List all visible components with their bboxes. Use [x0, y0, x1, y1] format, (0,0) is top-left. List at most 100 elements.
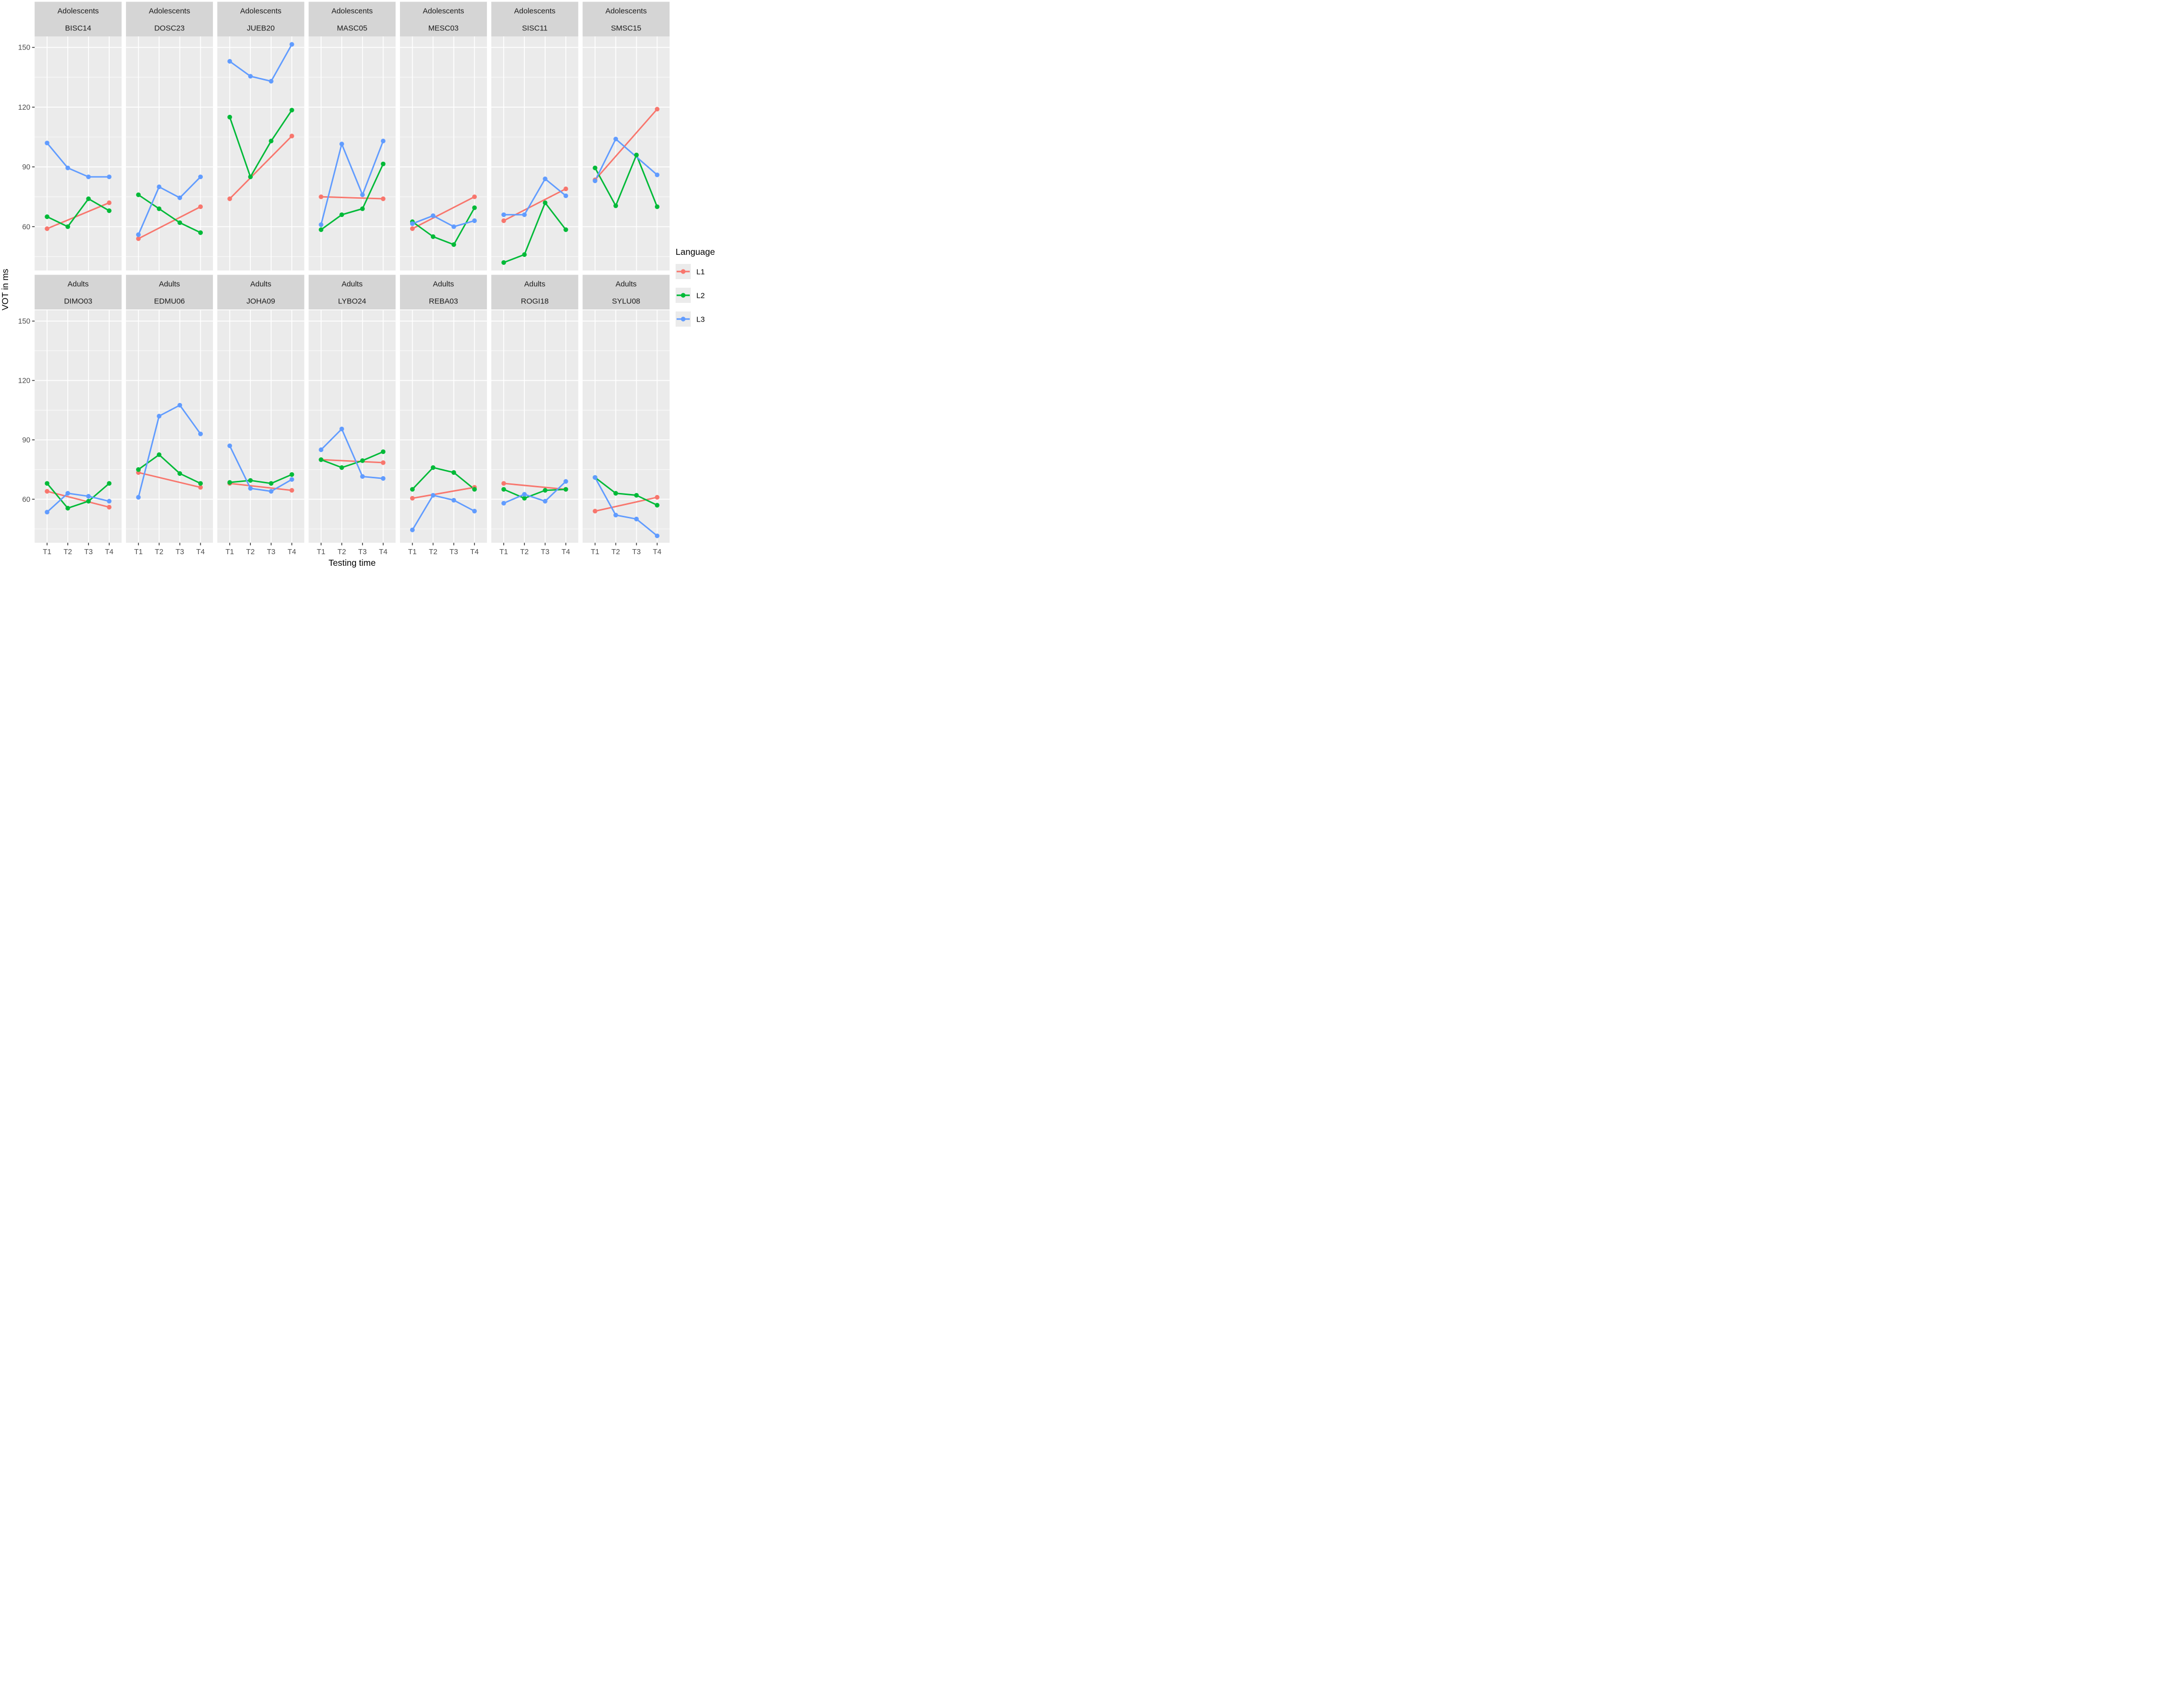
data-point-L2: [634, 492, 639, 498]
facet-strip: [308, 2, 396, 36]
data-point-L2: [86, 499, 91, 504]
series-line-L2: [138, 194, 201, 234]
data-point-L1: [381, 196, 386, 201]
data-point-L1: [563, 186, 568, 192]
data-point-L2: [45, 481, 50, 486]
facet-strip: [126, 2, 213, 36]
data-point-L2: [248, 174, 253, 179]
data-point-L1: [45, 226, 50, 231]
data-point-L1: [136, 236, 141, 241]
data-point-L3: [107, 499, 112, 504]
facet-panel-JOHA09: Adults JOHA09: [217, 275, 304, 543]
panel-background: [34, 36, 122, 271]
data-point-L2: [177, 471, 183, 476]
data-point-L2: [430, 465, 436, 470]
data-point-L3: [248, 486, 253, 491]
facet-group-label: Adults: [615, 280, 637, 289]
data-point-L2: [339, 465, 344, 470]
series-line-L3: [138, 404, 201, 498]
facet-group-label: Adolescents: [514, 7, 556, 16]
x-tick-label: T2: [337, 548, 346, 556]
data-point-L1: [472, 194, 477, 199]
series-line-L3: [320, 428, 384, 479]
data-point-L2: [269, 139, 274, 144]
series-line-L2: [503, 488, 567, 499]
data-point-L3: [136, 495, 141, 500]
data-point-L2: [654, 204, 660, 209]
facet-group-label: Adults: [68, 280, 89, 289]
panel-background: [491, 310, 579, 543]
x-tick-label: T3: [175, 548, 184, 556]
facet-panel-JUEB20: Adolescents JUEB20: [217, 2, 304, 271]
data-point-L3: [522, 491, 527, 497]
data-point-L3: [177, 195, 183, 200]
data-point-L3: [107, 174, 112, 179]
series-line-L1: [138, 472, 201, 488]
panel-background: [583, 36, 670, 271]
facet-panel-DIMO03: Adults DIMO03: [34, 275, 122, 543]
data-point-L1: [501, 481, 506, 486]
data-point-L2: [136, 467, 141, 472]
facet-panel-REBA03: Adults REBA03: [399, 275, 487, 543]
data-point-L2: [360, 458, 365, 463]
facet-panel-SISC11: Adolescents SISC11: [491, 2, 579, 271]
facet-panel-MASC05: Adolescents MASC05: [308, 2, 396, 271]
data-point-L2: [501, 487, 506, 492]
facet-group-label: Adolescents: [240, 7, 282, 16]
data-point-L1: [654, 495, 660, 500]
facet-group-label: Adolescents: [331, 7, 373, 16]
data-point-L1: [45, 489, 50, 494]
legend-key-point: [681, 317, 686, 322]
data-point-L2: [177, 220, 183, 226]
facet-id-label: DIMO03: [64, 297, 93, 306]
x-tick-label: T3: [450, 548, 458, 556]
series-line-L3: [229, 43, 293, 82]
data-point-L2: [107, 481, 112, 486]
facet-group-label: Adolescents: [149, 7, 190, 16]
data-point-L3: [522, 212, 527, 217]
data-point-L3: [269, 489, 274, 494]
data-point-L1: [381, 460, 386, 465]
data-point-L2: [157, 452, 162, 457]
facet-panel-SMSC15: Adolescents SMSC15: [583, 2, 670, 271]
x-tick-label: T1: [500, 548, 508, 556]
data-point-L2: [593, 165, 598, 170]
data-point-L2: [248, 478, 253, 483]
x-tick-label: T3: [358, 548, 367, 556]
facet-strip: [491, 2, 579, 36]
data-point-L2: [430, 234, 436, 239]
data-point-L3: [227, 443, 232, 448]
panel-background: [308, 310, 396, 543]
x-tick-label: T4: [653, 548, 661, 556]
facet-strip: [126, 275, 213, 309]
data-point-L2: [381, 449, 386, 455]
data-point-L3: [198, 174, 203, 179]
series-line-L1: [229, 482, 293, 491]
facet-id-label: MASC05: [337, 24, 367, 33]
data-point-L1: [654, 107, 660, 112]
data-point-L3: [634, 516, 639, 522]
data-point-L3: [248, 74, 253, 79]
x-tick-label: T4: [288, 548, 296, 556]
series-line-L1: [594, 108, 658, 181]
series-line-L3: [46, 492, 110, 513]
data-point-L3: [227, 59, 232, 64]
data-point-L2: [472, 205, 477, 210]
facet-panel-SYLU08: Adults SYLU08: [583, 275, 670, 543]
facet-id-label: DOSC23: [154, 24, 185, 33]
y-axis-title: VOT in ms: [0, 268, 10, 310]
x-tick-label: T3: [84, 548, 93, 556]
panel-background: [126, 310, 213, 543]
series-line-L2: [320, 451, 384, 469]
data-point-L2: [543, 488, 548, 493]
legend-key-point: [681, 269, 686, 274]
data-point-L1: [410, 226, 415, 231]
series-line-L1: [138, 206, 201, 240]
data-point-L3: [472, 509, 477, 514]
facet-id-label: MESC03: [428, 24, 459, 33]
x-tick-label: T1: [134, 548, 143, 556]
data-point-L3: [319, 222, 324, 227]
data-point-L2: [563, 227, 568, 232]
series-line-L3: [503, 178, 567, 216]
legend: Language L1 L2 L3: [676, 247, 715, 327]
